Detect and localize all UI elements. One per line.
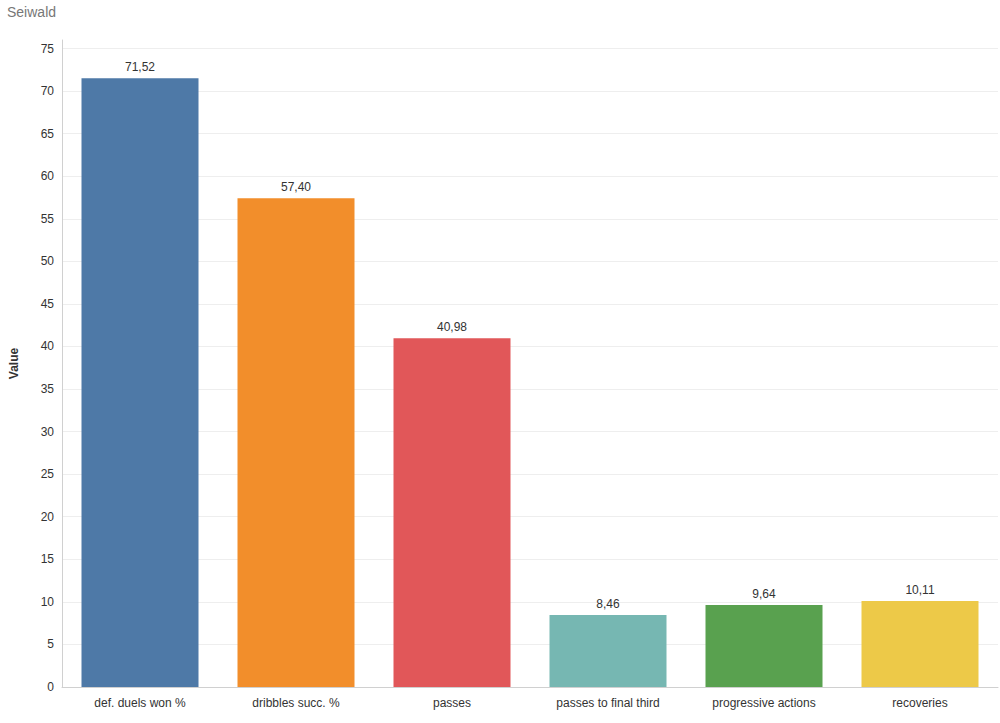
svg-text:57,40: 57,40 xyxy=(281,180,311,194)
svg-text:55: 55 xyxy=(41,212,55,226)
svg-text:40,98: 40,98 xyxy=(437,320,467,334)
svg-text:5: 5 xyxy=(47,637,54,651)
svg-text:passes: passes xyxy=(433,696,471,710)
svg-text:30: 30 xyxy=(41,425,55,439)
svg-text:75: 75 xyxy=(41,42,55,56)
svg-text:15: 15 xyxy=(41,552,55,566)
svg-text:71,52: 71,52 xyxy=(125,60,155,74)
svg-text:0: 0 xyxy=(47,680,54,694)
svg-text:70: 70 xyxy=(41,84,55,98)
svg-text:passes to final third: passes to final third xyxy=(556,696,659,710)
svg-text:10,11: 10,11 xyxy=(905,583,934,597)
svg-text:40: 40 xyxy=(41,339,55,353)
svg-text:progressive actions: progressive actions xyxy=(712,696,815,710)
svg-text:35: 35 xyxy=(41,382,55,396)
svg-text:20: 20 xyxy=(41,510,55,524)
svg-text:def. duels won %: def. duels won % xyxy=(94,696,186,710)
svg-text:65: 65 xyxy=(41,127,55,141)
svg-text:9,64: 9,64 xyxy=(752,587,776,601)
svg-text:60: 60 xyxy=(41,169,55,183)
svg-text:Seiwald: Seiwald xyxy=(7,4,56,20)
svg-text:recoveries: recoveries xyxy=(892,696,947,710)
svg-text:45: 45 xyxy=(41,297,55,311)
svg-text:25: 25 xyxy=(41,467,55,481)
svg-text:dribbles succ. %: dribbles succ. % xyxy=(252,696,340,710)
svg-text:50: 50 xyxy=(41,254,55,268)
svg-text:8,46: 8,46 xyxy=(596,597,620,611)
svg-text:10: 10 xyxy=(41,595,55,609)
svg-text:Value: Value xyxy=(7,348,21,380)
